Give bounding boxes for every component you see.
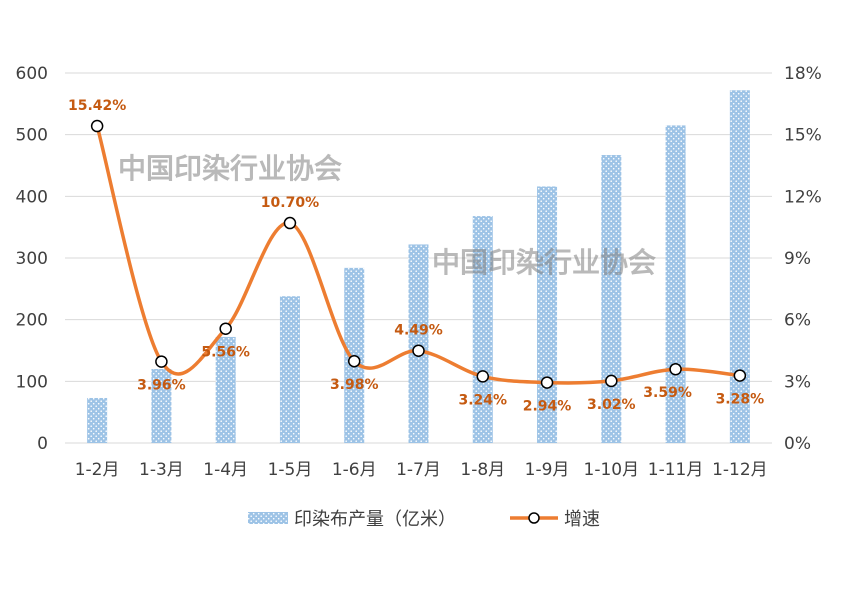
line-marker <box>605 374 618 388</box>
data-label: 3.02% <box>587 397 636 413</box>
line-marker <box>90 119 104 133</box>
left-tick-label: 300 <box>16 249 48 269</box>
line-marker <box>476 370 490 383</box>
line-series <box>90 119 747 389</box>
data-label: 15.42% <box>68 98 126 114</box>
right-tick-label: 0% <box>784 434 811 454</box>
data-label: 3.98% <box>330 377 379 393</box>
x-tick-label: 1-7月 <box>396 460 441 480</box>
data-label: 3.59% <box>643 385 692 401</box>
right-tick-label: 6% <box>784 311 811 331</box>
right-tick-label: 12% <box>784 187 822 207</box>
line-marker <box>540 376 554 389</box>
bar <box>151 369 172 443</box>
right-tick-label: 9% <box>784 249 811 269</box>
legend-line-label: 增速 <box>564 509 600 530</box>
data-label: 3.28% <box>716 392 765 408</box>
right-tick-label: 3% <box>784 372 811 392</box>
legend-bar-label: 印染布产量（亿米） <box>294 509 456 530</box>
x-tick-label: 1-11月 <box>648 460 704 480</box>
left-tick-label: 0 <box>37 434 48 454</box>
line-marker <box>283 216 297 230</box>
bar <box>472 216 493 443</box>
data-labels: 15.42% 3.96% 5.56% 10.70% 3.98% 4.49% 3.24% 2.9… <box>68 98 764 415</box>
data-label: 2.94% <box>523 399 572 415</box>
line-marker <box>669 362 682 376</box>
line-marker <box>347 354 361 368</box>
left-tick-label: 500 <box>16 126 48 146</box>
x-tick-label: 1-9月 <box>525 460 570 480</box>
x-tick-label: 1-8月 <box>460 460 505 480</box>
bar <box>279 296 300 443</box>
x-tick-label: 1-12月 <box>712 460 768 480</box>
data-label: 10.70% <box>261 195 319 211</box>
bar <box>408 244 429 443</box>
bar <box>215 336 236 443</box>
line-marker <box>155 355 168 368</box>
bar <box>665 125 686 444</box>
line-marker <box>733 369 747 382</box>
bar <box>601 155 622 443</box>
legend-line-marker <box>528 512 540 524</box>
watermark: 中国印染行业协会 <box>118 152 342 185</box>
left-tick-label: 200 <box>16 311 48 331</box>
right-tick-label: 18% <box>784 64 822 84</box>
data-label: 4.49% <box>394 323 443 339</box>
bar <box>729 90 750 444</box>
right-tick-label: 15% <box>784 126 822 146</box>
legend-bar-swatch <box>248 512 288 524</box>
left-tick-label: 400 <box>16 187 48 207</box>
data-label: 3.24% <box>458 392 507 408</box>
x-tick-label: 1-6月 <box>332 460 377 480</box>
x-tick-label: 1-2月 <box>75 460 120 480</box>
x-tick-label: 1-3月 <box>139 460 184 480</box>
data-label: 3.96% <box>137 378 186 394</box>
left-tick-label: 100 <box>16 372 48 392</box>
line-marker <box>412 344 425 357</box>
x-tick-label: 1-10月 <box>584 460 640 480</box>
left-tick-label: 600 <box>16 64 48 84</box>
bar <box>87 397 108 443</box>
x-tick-label: 1-4月 <box>203 460 248 480</box>
data-label: 5.56% <box>201 345 250 361</box>
watermark: 中国印染行业协会 <box>432 246 656 279</box>
x-tick-label: 1-5月 <box>268 460 313 480</box>
legend: 印染布产量（亿米） 增速 <box>248 509 600 530</box>
axis-labels: 0 100 200 300 400 500 600 0% 3% 6% 9% 12% 15% 18% 1-2月… <box>16 64 822 480</box>
line-marker <box>219 322 232 335</box>
